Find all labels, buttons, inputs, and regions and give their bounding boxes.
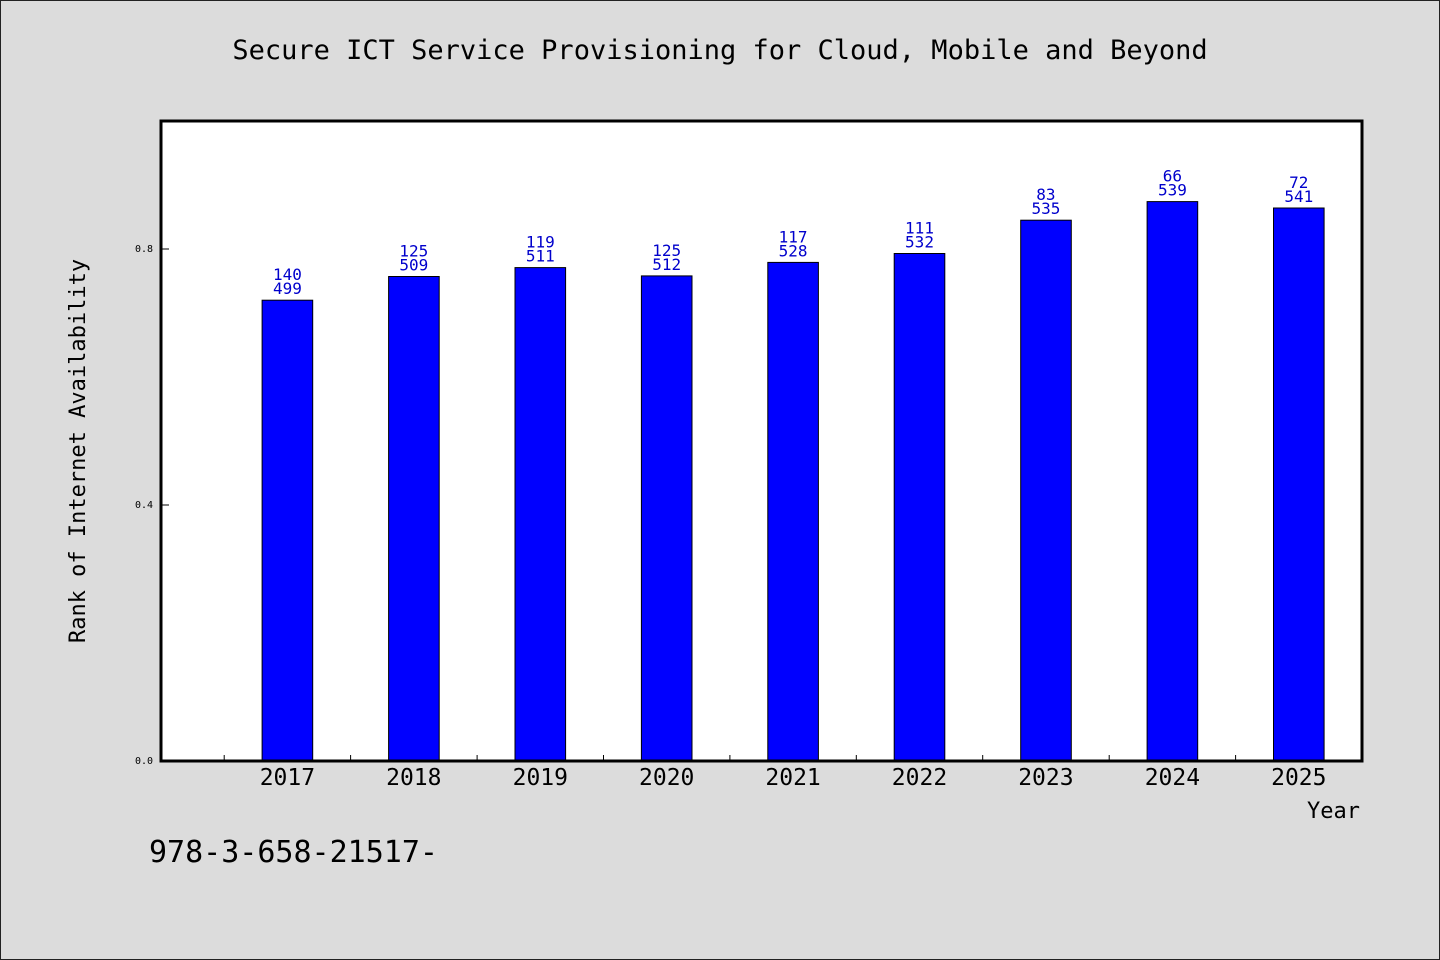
y-tick-label: 0.4: [135, 500, 153, 511]
bar-label-top-2019: 119: [526, 233, 555, 252]
x-tick-label-2025: 2025: [1271, 765, 1326, 791]
footer-code: 978-3-658-21517-: [149, 835, 438, 870]
bar-label-top-2022: 111: [905, 219, 934, 238]
bar-label-top-2024: 66: [1163, 167, 1182, 186]
x-tick-label-2022: 2022: [892, 765, 947, 791]
bar-2024: [1146, 201, 1199, 762]
y-tick-label: 0.8: [135, 244, 153, 255]
bar-2025: [1273, 207, 1325, 762]
bar-label-bottom-2020: 512: [652, 255, 681, 274]
x-tick-label-2018: 2018: [386, 765, 441, 791]
bar-label-bottom-2025: 541: [1284, 187, 1313, 206]
x-tick-label-2019: 2019: [513, 765, 568, 791]
bar-label-top-2021: 117: [779, 227, 808, 246]
bar-2020: [640, 275, 693, 762]
x-tick-label-2021: 2021: [765, 765, 820, 791]
bar-2023: [1020, 219, 1072, 762]
bar-2018: [388, 276, 440, 762]
bar-label-bottom-2018: 509: [399, 256, 428, 275]
bar-2017: [261, 299, 314, 762]
bar-label-bottom-2023: 535: [1031, 199, 1060, 218]
bar-label-bottom-2021: 528: [779, 241, 808, 260]
bar-2019: [514, 267, 567, 762]
x-axis-label: Year: [1307, 799, 1360, 824]
x-tick-label-2017: 2017: [260, 765, 315, 791]
bar-label-bottom-2024: 539: [1158, 181, 1187, 200]
x-tick-label-2024: 2024: [1145, 765, 1200, 791]
x-tick-label-2023: 2023: [1018, 765, 1073, 791]
bar-2021: [767, 261, 819, 762]
x-tick-label-2020: 2020: [639, 765, 694, 791]
bar-label-bottom-2017: 499: [273, 279, 302, 298]
bar-2022: [893, 253, 946, 762]
chart-title: Secure ICT Service Provisioning for Clou…: [232, 35, 1208, 66]
bar-label-top-2017: 140: [273, 265, 302, 284]
bar-label-top-2020: 125: [652, 241, 681, 260]
y-axis-label: Rank of Internet Availability: [66, 259, 91, 643]
axis-ticks: 2017 2018 2019 2020 2021 2022 2023 2024 2025 0.0 0…: [135, 244, 1327, 791]
bar-label-bottom-2022: 532: [905, 233, 934, 252]
bar-label-top-2018: 125: [399, 242, 428, 261]
bar-label-bottom-2019: 511: [526, 247, 555, 266]
bar-label-top-2025: 72: [1289, 173, 1308, 192]
plot-frame: [159, 119, 1364, 763]
y-tick-label: 0.0: [135, 756, 153, 767]
bar-label-top-2023: 83: [1036, 185, 1055, 204]
